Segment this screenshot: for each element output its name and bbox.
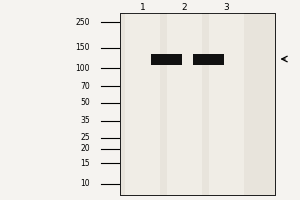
Text: 1: 1: [140, 2, 146, 11]
Bar: [193, 54, 224, 65]
Text: 150: 150: [76, 43, 90, 52]
Text: 15: 15: [80, 159, 90, 168]
Bar: [120, 13, 274, 195]
Bar: [209, 13, 244, 195]
Text: 10: 10: [80, 179, 90, 188]
Text: 2: 2: [182, 2, 187, 11]
Text: 25: 25: [80, 133, 90, 142]
Text: 3: 3: [224, 2, 230, 11]
Text: 250: 250: [76, 18, 90, 27]
Bar: [125, 13, 160, 195]
Text: 20: 20: [80, 144, 90, 153]
Text: 50: 50: [80, 98, 90, 107]
Bar: [151, 54, 182, 65]
Text: 100: 100: [76, 64, 90, 73]
Text: 70: 70: [80, 82, 90, 91]
Bar: [120, 13, 274, 195]
Text: 35: 35: [80, 116, 90, 125]
Bar: [167, 13, 202, 195]
